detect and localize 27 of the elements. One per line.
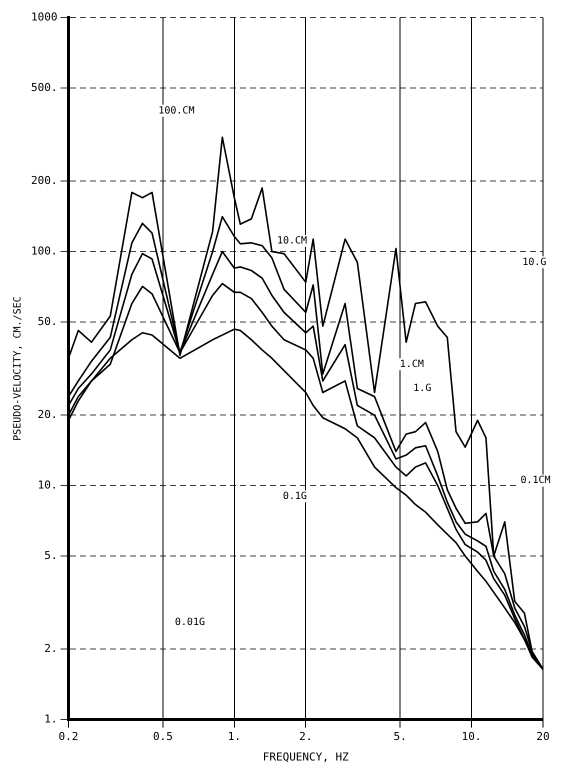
x-tick-label: 2. bbox=[299, 730, 312, 744]
y-tick-label: 2. bbox=[44, 642, 58, 656]
annotation: 100.CM bbox=[158, 105, 194, 116]
y-tick-label: 50. bbox=[38, 314, 58, 328]
annotation: 0.1G bbox=[282, 490, 307, 502]
annotation: 10.G bbox=[522, 256, 546, 268]
y-tick-label: 1. bbox=[44, 712, 58, 726]
y-axis-title: PSEUDO-VELOCITY, CM./SEC bbox=[12, 296, 24, 441]
y-tick-label: 1000 bbox=[30, 10, 58, 24]
y-tick-label: 5. bbox=[44, 548, 58, 562]
annotation: 1.G bbox=[413, 383, 432, 394]
annotation: 10.CM bbox=[276, 236, 308, 247]
x-tick-label: 1. bbox=[228, 730, 241, 744]
x-tick-label: 5. bbox=[394, 730, 407, 744]
annotation: 1.CM bbox=[400, 358, 424, 370]
y-tick-label: 500. bbox=[30, 80, 58, 94]
y-tick-label: 200. bbox=[30, 174, 58, 188]
x-tick-label: 0.5 bbox=[152, 730, 173, 744]
x-axis-title: FREQUENCY, HZ bbox=[262, 750, 350, 764]
x-tick-label: 10. bbox=[462, 730, 482, 744]
annotation: 0.1CM bbox=[520, 475, 551, 486]
y-tick-label: 10. bbox=[38, 478, 58, 492]
x-tick-label: 0.2 bbox=[58, 730, 78, 744]
x-tick-label: 20 bbox=[536, 730, 550, 744]
y-tick-label: 100. bbox=[30, 244, 58, 258]
y-tick-label: 20. bbox=[38, 408, 58, 422]
annotation: 0.01G bbox=[174, 617, 205, 628]
